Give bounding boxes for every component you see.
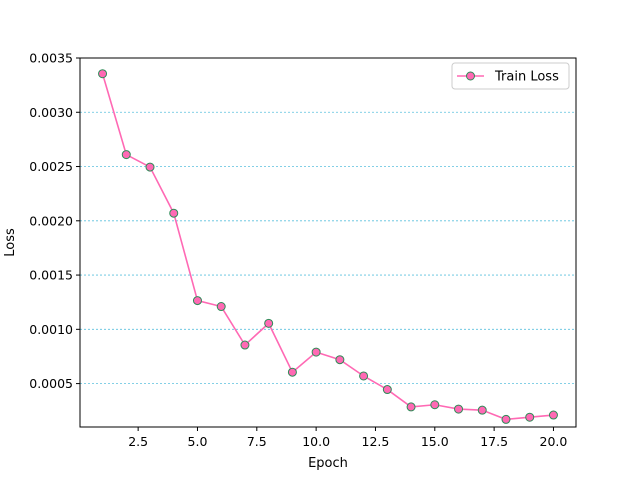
data-point bbox=[335, 355, 345, 365]
data-point bbox=[169, 208, 179, 218]
x-tick-label: 20.0 bbox=[540, 434, 568, 449]
data-point bbox=[382, 385, 392, 395]
y-tick-label: 0.0035 bbox=[29, 51, 73, 66]
y-tick-label: 0.0020 bbox=[29, 213, 73, 228]
data-point bbox=[477, 405, 487, 415]
x-tick-label: 7.5 bbox=[247, 434, 267, 449]
legend-marker bbox=[466, 71, 475, 81]
y-tick-label: 0.0010 bbox=[29, 322, 73, 337]
grid bbox=[80, 57, 576, 384]
axes-frame bbox=[79, 57, 577, 428]
legend-label-train-loss: Train Loss bbox=[494, 70, 559, 85]
x-tick-label: 17.5 bbox=[480, 434, 508, 449]
data-point bbox=[121, 150, 131, 160]
y-tick-label: 0.0025 bbox=[29, 159, 73, 174]
data-point bbox=[454, 404, 464, 414]
data-point bbox=[525, 412, 535, 422]
y-axis-ticks: 0.0005 0.0010 0.0015 0.0020 0.0025 0.0030 0.00… bbox=[29, 51, 80, 391]
x-axis-ticks: 2.5 5.0 7.5 10.0 12.5 15.0 17.5 20.0 bbox=[128, 427, 567, 449]
y-tick-label: 0.0015 bbox=[29, 268, 73, 283]
x-tick-label: 12.5 bbox=[362, 434, 390, 449]
data-point bbox=[192, 296, 202, 306]
data-point bbox=[359, 371, 369, 381]
legend-box bbox=[451, 62, 570, 90]
y-tick-label: 0.0030 bbox=[29, 105, 73, 120]
data-point bbox=[548, 410, 558, 420]
x-tick-label: 5.0 bbox=[188, 434, 208, 449]
y-tick-label: 0.0005 bbox=[29, 376, 73, 391]
data-point bbox=[145, 162, 155, 172]
data-point bbox=[216, 302, 226, 312]
data-point bbox=[240, 340, 250, 350]
x-tick-label: 10.0 bbox=[302, 434, 330, 449]
data-point bbox=[287, 367, 297, 377]
x-tick-label: 2.5 bbox=[128, 434, 148, 449]
series-layer bbox=[98, 69, 558, 424]
data-point bbox=[406, 402, 416, 412]
data-point bbox=[430, 400, 440, 410]
x-axis-label: Epoch bbox=[308, 456, 348, 471]
data-point bbox=[264, 318, 274, 328]
x-tick-label: 15.0 bbox=[421, 434, 449, 449]
y-axis-label: Loss bbox=[3, 228, 18, 257]
data-point bbox=[311, 347, 321, 357]
legend: Train Loss bbox=[451, 62, 570, 90]
data-point bbox=[501, 414, 511, 424]
data-point bbox=[98, 69, 108, 79]
